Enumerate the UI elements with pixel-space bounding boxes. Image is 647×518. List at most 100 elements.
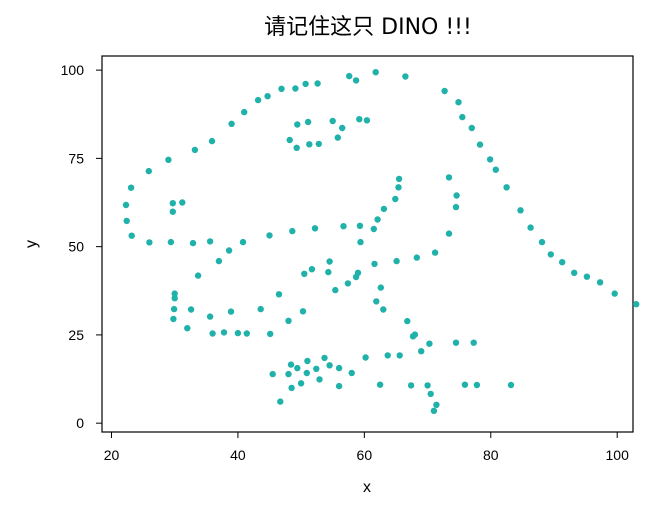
data-point <box>179 199 186 206</box>
data-point <box>314 80 321 87</box>
data-point <box>409 333 417 340</box>
plot-area-frame <box>101 55 634 433</box>
data-point <box>571 269 578 276</box>
data-point <box>127 184 135 191</box>
data-point <box>374 216 381 223</box>
data-point <box>370 225 377 233</box>
x-tick-label: 100 <box>606 447 630 463</box>
data-point <box>470 339 477 346</box>
data-point <box>339 124 346 132</box>
data-point <box>234 329 242 337</box>
data-point <box>583 273 591 280</box>
data-point <box>486 156 494 163</box>
data-point <box>611 290 618 297</box>
data-point <box>302 80 309 88</box>
data-point <box>326 362 333 369</box>
data-point <box>538 238 546 246</box>
data-point <box>402 73 409 80</box>
data-point <box>303 369 310 377</box>
data-point <box>220 329 228 336</box>
data-point <box>395 175 403 183</box>
data-point <box>209 330 216 337</box>
data-point <box>228 120 235 128</box>
data-point <box>453 192 460 199</box>
data-point <box>239 238 247 246</box>
data-point <box>243 330 250 337</box>
data-point <box>362 354 369 361</box>
data-point <box>393 257 400 265</box>
data-point <box>277 398 284 405</box>
data-point <box>267 330 274 338</box>
data-point <box>316 376 323 383</box>
data-point <box>215 257 223 265</box>
y-axis-label: y <box>23 240 40 248</box>
data-point <box>426 340 433 347</box>
data-point <box>373 298 380 305</box>
data-point <box>507 381 515 389</box>
data-point <box>455 99 462 106</box>
data-point <box>372 69 379 76</box>
data-point <box>275 291 283 298</box>
data-point <box>194 272 202 279</box>
data-point <box>308 266 316 273</box>
data-point <box>441 87 448 95</box>
data-point <box>306 141 313 148</box>
data-point <box>559 259 566 266</box>
data-point <box>315 140 322 148</box>
y-tick-label: 0 <box>76 415 84 431</box>
data-point <box>206 238 214 245</box>
data-point <box>169 208 176 215</box>
data-point <box>329 117 336 125</box>
data-point <box>241 108 248 116</box>
data-point <box>348 369 355 377</box>
data-point <box>184 325 191 332</box>
data-point <box>335 382 343 390</box>
data-point <box>257 305 264 313</box>
y-tick-label: 25 <box>68 327 84 343</box>
data-point <box>335 364 343 372</box>
data-point <box>297 380 305 387</box>
data-point <box>430 407 438 414</box>
data-point <box>169 200 176 207</box>
data-point <box>377 284 384 291</box>
x-tick-label: 60 <box>357 447 373 463</box>
data-point <box>431 249 439 256</box>
data-point <box>459 113 466 121</box>
data-point <box>301 270 308 277</box>
data-point <box>363 117 371 124</box>
data-point <box>187 306 195 313</box>
data-point <box>254 96 262 104</box>
data-point <box>424 382 431 389</box>
data-point <box>325 268 332 276</box>
data-point <box>145 167 152 175</box>
data-point <box>208 137 216 145</box>
data-points <box>122 69 640 414</box>
data-point <box>269 370 276 378</box>
data-point <box>289 227 296 235</box>
data-point <box>332 286 339 294</box>
x-tick-label: 40 <box>230 447 246 463</box>
data-point <box>404 317 411 325</box>
data-point <box>170 315 177 323</box>
data-point <box>384 352 391 359</box>
data-point <box>334 134 341 141</box>
data-point <box>288 384 295 392</box>
data-point <box>313 365 320 372</box>
data-point <box>206 313 214 320</box>
data-point <box>395 184 402 191</box>
data-point <box>292 85 299 92</box>
data-point <box>476 141 484 148</box>
data-point <box>278 85 285 93</box>
data-point <box>396 352 403 359</box>
y-axis: 0 25 50 75 100 <box>61 62 102 431</box>
data-point <box>165 156 172 163</box>
data-point <box>445 174 453 181</box>
data-point <box>294 121 301 128</box>
chart-title: 请记住这只 DINO !!! <box>264 15 472 40</box>
data-point <box>304 357 311 365</box>
data-point <box>356 116 363 123</box>
data-point <box>294 364 301 372</box>
x-axis: 20 40 60 80 100 <box>104 432 629 463</box>
data-point <box>380 306 387 313</box>
